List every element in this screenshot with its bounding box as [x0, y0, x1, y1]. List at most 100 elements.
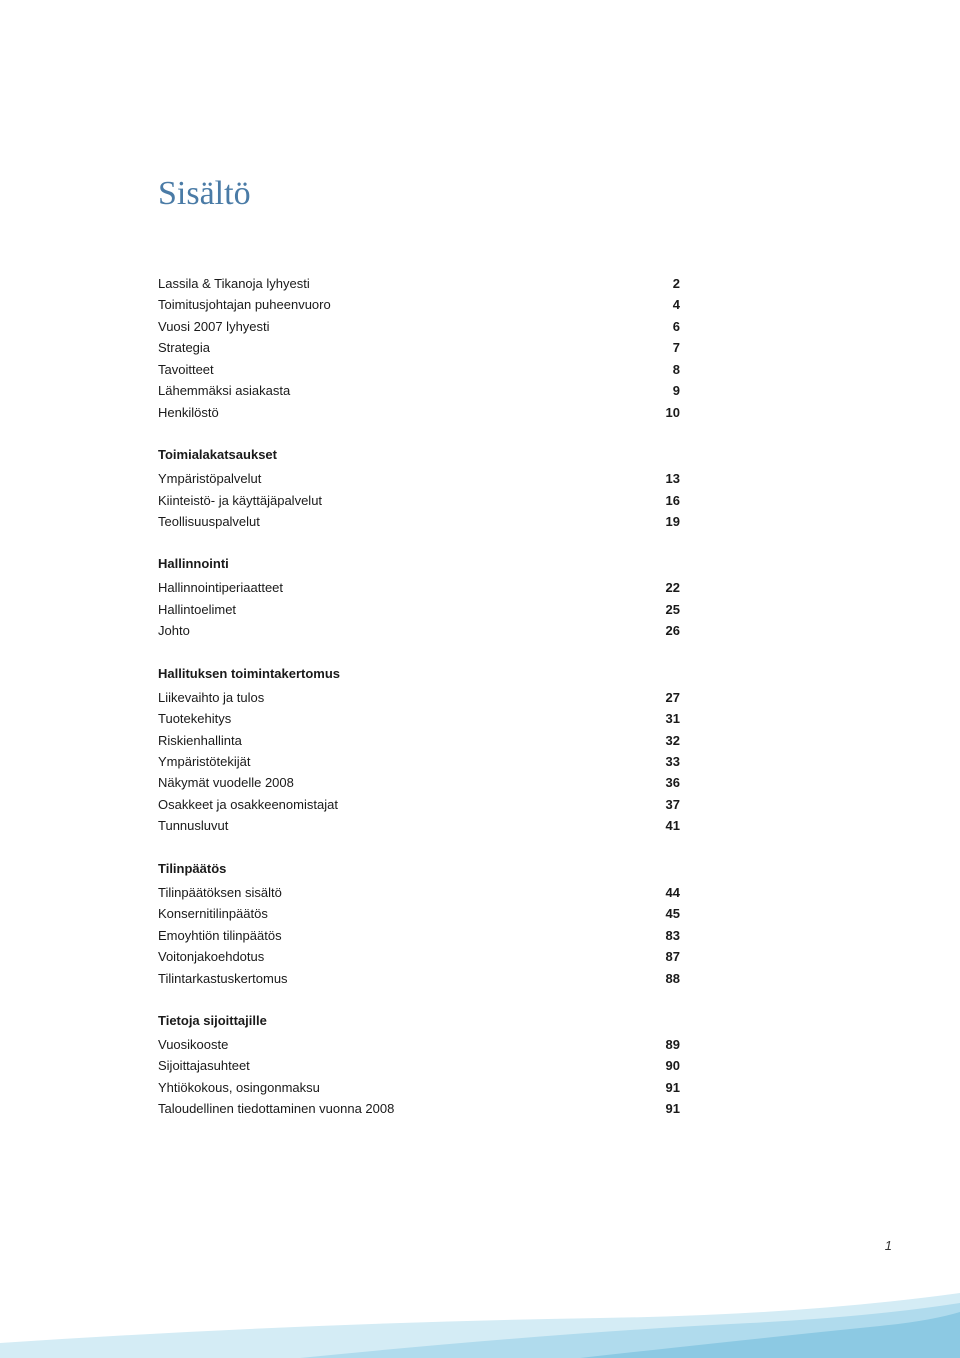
toc-row: Emoyhtiön tilinpäätös 83 [158, 925, 680, 946]
toc-label: Emoyhtiön tilinpäätös [158, 925, 282, 946]
toc-page-number: 16 [650, 490, 680, 511]
toc-page-number: 87 [650, 946, 680, 967]
toc-label: Toimitusjohtajan puheenvuoro [158, 294, 331, 315]
toc-label: Konsernitilinpäätös [158, 903, 268, 924]
toc-page-number: 88 [650, 968, 680, 989]
toc-label: Tunnusluvut [158, 815, 228, 836]
toc-section-heading: Toimialakatsaukset [158, 447, 680, 462]
toc-page-number: 90 [650, 1055, 680, 1076]
toc-row: Tuotekehitys 31 [158, 708, 680, 729]
toc-row: Lähemmäksi asiakasta 9 [158, 380, 680, 401]
toc-row: Hallinnointiperiaatteet 22 [158, 577, 680, 598]
toc-page-number: 89 [650, 1034, 680, 1055]
toc-page-number: 45 [650, 903, 680, 924]
toc-row: Näkymät vuodelle 2008 36 [158, 772, 680, 793]
toc-row: Voitonjakoehdotus 87 [158, 946, 680, 967]
toc-page-number: 32 [650, 730, 680, 751]
toc-row: Riskienhallinta 32 [158, 730, 680, 751]
toc-label: Lähemmäksi asiakasta [158, 380, 290, 401]
toc-label: Tilinpäätöksen sisältö [158, 882, 282, 903]
toc-page-number: 83 [650, 925, 680, 946]
toc-row: Osakkeet ja osakkeenomistajat 37 [158, 794, 680, 815]
toc-row: Vuosi 2007 lyhyesti 6 [158, 316, 680, 337]
toc-row: Johto 26 [158, 620, 680, 641]
toc-row: Lassila & Tikanoja lyhyesti 2 [158, 273, 680, 294]
toc-label: Taloudellinen tiedottaminen vuonna 2008 [158, 1098, 394, 1119]
toc-page-number: 36 [650, 772, 680, 793]
toc-label: Ympäristötekijät [158, 751, 250, 772]
toc-page-number: 91 [650, 1098, 680, 1119]
toc-section: ToimialakatsauksetYmpäristöpalvelut13Kii… [158, 447, 680, 532]
decorative-swoosh [0, 1268, 960, 1358]
toc-section-heading: Tietoja sijoittajille [158, 1013, 680, 1028]
toc-label: Näkymät vuodelle 2008 [158, 772, 294, 793]
toc-row: Yhtiökokous, osingonmaksu 91 [158, 1077, 680, 1098]
toc-row: Konsernitilinpäätös 45 [158, 903, 680, 924]
toc-row: Toimitusjohtajan puheenvuoro 4 [158, 294, 680, 315]
toc-row: Strategia 7 [158, 337, 680, 358]
toc-label: Hallintoelimet [158, 599, 236, 620]
toc-label: Kiinteistö- ja käyttäjäpalvelut [158, 490, 322, 511]
toc-container: Lassila & Tikanoja lyhyesti2Toimitusjoht… [158, 273, 680, 1120]
toc-section: Lassila & Tikanoja lyhyesti2Toimitusjoht… [158, 273, 680, 423]
toc-row: Ympäristöpalvelut 13 [158, 468, 680, 489]
toc-row: Tunnusluvut 41 [158, 815, 680, 836]
toc-page-number: 91 [650, 1077, 680, 1098]
toc-label: Hallinnointiperiaatteet [158, 577, 283, 598]
toc-label: Vuosikooste [158, 1034, 228, 1055]
toc-section: Tietoja sijoittajilleVuosikooste89Sijoit… [158, 1013, 680, 1120]
toc-label: Ympäristöpalvelut [158, 468, 261, 489]
page-content: Sisältö Lassila & Tikanoja lyhyesti2Toim… [0, 0, 960, 1120]
main-title: Sisältö [158, 175, 680, 213]
toc-page-number: 8 [650, 359, 680, 380]
toc-row: Taloudellinen tiedottaminen vuonna 2008 9… [158, 1098, 680, 1119]
toc-page-number: 22 [650, 577, 680, 598]
toc-label: Vuosi 2007 lyhyesti [158, 316, 270, 337]
toc-page-number: 27 [650, 687, 680, 708]
toc-page-number: 2 [650, 273, 680, 294]
toc-section: Hallituksen toimintakertomus Liikevaihto … [158, 666, 680, 837]
toc-section-heading: Hallinnointi [158, 556, 680, 571]
toc-page-number: 9 [650, 380, 680, 401]
toc-row: Ympäristötekijät 33 [158, 751, 680, 772]
toc-label: Osakkeet ja osakkeenomistajat [158, 794, 338, 815]
toc-row: Sijoittajasuhteet 90 [158, 1055, 680, 1076]
toc-section-heading: Hallituksen toimintakertomus [158, 666, 680, 681]
toc-row: Tavoitteet 8 [158, 359, 680, 380]
toc-page-number: 10 [650, 402, 680, 423]
toc-label: Johto [158, 620, 190, 641]
toc-label: Yhtiökokous, osingonmaksu [158, 1077, 320, 1098]
toc-label: Liikevaihto ja tulos [158, 687, 264, 708]
toc-label: Teollisuuspalvelut [158, 511, 260, 532]
toc-section-heading: Tilinpäätös [158, 861, 680, 876]
toc-row: Tilinpäätöksen sisältö 44 [158, 882, 680, 903]
toc-row: Liikevaihto ja tulos 27 [158, 687, 680, 708]
toc-page-number: 33 [650, 751, 680, 772]
toc-page-number: 6 [650, 316, 680, 337]
toc-page-number: 7 [650, 337, 680, 358]
toc-row: Hallintoelimet 25 [158, 599, 680, 620]
toc-label: Tavoitteet [158, 359, 214, 380]
toc-label: Sijoittajasuhteet [158, 1055, 250, 1076]
toc-label: Tuotekehitys [158, 708, 231, 729]
toc-page-number: 19 [650, 511, 680, 532]
toc-section: TilinpäätösTilinpäätöksen sisältö44Konse… [158, 861, 680, 989]
toc-label: Voitonjakoehdotus [158, 946, 264, 967]
toc-page-number: 26 [650, 620, 680, 641]
toc-label: Tilintarkastuskertomus [158, 968, 288, 989]
toc-page-number: 37 [650, 794, 680, 815]
toc-label: Strategia [158, 337, 210, 358]
toc-page-number: 44 [650, 882, 680, 903]
toc-row: Tilintarkastuskertomus 88 [158, 968, 680, 989]
page-number: 1 [885, 1238, 892, 1253]
toc-page-number: 41 [650, 815, 680, 836]
toc-label: Lassila & Tikanoja lyhyesti [158, 273, 310, 294]
toc-label: Riskienhallinta [158, 730, 242, 751]
toc-page-number: 25 [650, 599, 680, 620]
toc-page-number: 13 [650, 468, 680, 489]
toc-row: Kiinteistö- ja käyttäjäpalvelut 16 [158, 490, 680, 511]
toc-row: Henkilöstö10 [158, 402, 680, 423]
toc-row: Teollisuuspalvelut 19 [158, 511, 680, 532]
toc-page-number: 4 [650, 294, 680, 315]
toc-page-number: 31 [650, 708, 680, 729]
